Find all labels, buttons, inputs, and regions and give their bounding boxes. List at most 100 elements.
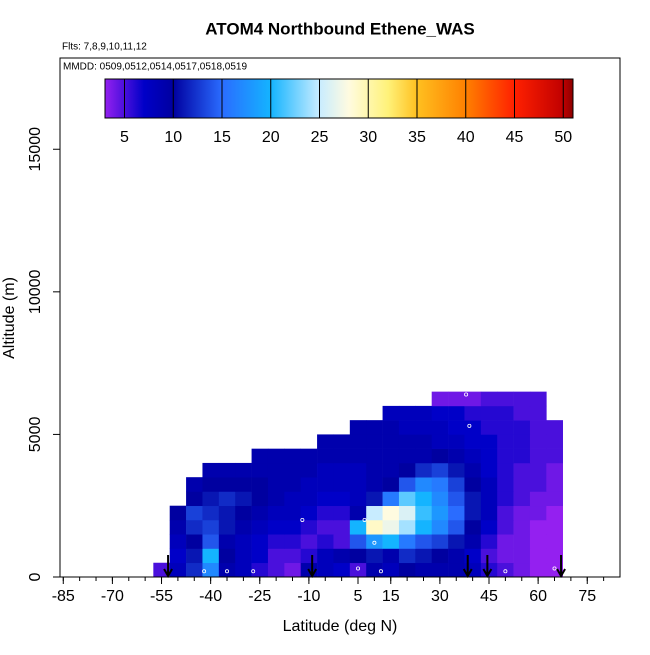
cell bbox=[366, 477, 383, 492]
arrow-marker bbox=[482, 555, 493, 579]
cell bbox=[398, 434, 416, 449]
cell bbox=[349, 462, 367, 478]
cell bbox=[300, 462, 318, 478]
cell bbox=[398, 420, 416, 435]
cell bbox=[349, 548, 367, 564]
cell bbox=[415, 462, 432, 478]
cell bbox=[284, 462, 302, 478]
cell bbox=[431, 448, 449, 464]
cell bbox=[267, 462, 285, 478]
cell bbox=[202, 491, 220, 507]
cell bbox=[464, 391, 482, 407]
cell bbox=[333, 519, 351, 535]
cell bbox=[267, 534, 285, 549]
colorbar-tick-label: 25 bbox=[311, 129, 329, 146]
cell bbox=[497, 405, 514, 421]
sample-point bbox=[362, 517, 367, 522]
cell bbox=[398, 519, 416, 535]
cell bbox=[235, 519, 252, 535]
cell bbox=[448, 548, 465, 564]
cell bbox=[366, 420, 383, 435]
cell bbox=[349, 448, 367, 464]
cell bbox=[317, 477, 334, 492]
colorbar-tick-label: 45 bbox=[506, 129, 524, 146]
x-tick-label: -25 bbox=[248, 588, 271, 605]
cell bbox=[431, 534, 449, 549]
cell bbox=[546, 519, 563, 535]
cell bbox=[382, 448, 400, 464]
cell bbox=[546, 420, 563, 435]
cell bbox=[382, 434, 400, 449]
annotation: MMDD: 0509,0512,0514,0517,0518,0519 bbox=[63, 62, 247, 73]
x-tick-label: 15 bbox=[382, 588, 400, 605]
cell bbox=[382, 420, 400, 435]
cell bbox=[448, 391, 465, 407]
cell bbox=[448, 534, 465, 549]
cell bbox=[529, 391, 547, 407]
x-tick-label: -70 bbox=[101, 588, 124, 605]
cell bbox=[284, 505, 302, 521]
cell bbox=[349, 420, 367, 435]
cell bbox=[497, 477, 514, 492]
cell bbox=[267, 562, 285, 578]
cell bbox=[267, 448, 285, 464]
cell bbox=[317, 534, 334, 549]
cell bbox=[448, 420, 465, 435]
cell bbox=[431, 405, 449, 421]
cell bbox=[202, 548, 220, 564]
cell bbox=[480, 405, 498, 421]
subtitle: Flts: 7,8,9,10,11,12 bbox=[62, 42, 147, 53]
cell bbox=[480, 391, 498, 407]
cell bbox=[300, 448, 318, 464]
cell bbox=[333, 505, 351, 521]
cell bbox=[169, 534, 187, 549]
cell bbox=[317, 548, 334, 564]
cell bbox=[366, 505, 383, 521]
cell bbox=[169, 562, 187, 578]
cell bbox=[513, 477, 531, 492]
cell bbox=[513, 391, 531, 407]
cell bbox=[480, 462, 498, 478]
colorbar-tick-label: 50 bbox=[554, 129, 572, 146]
cell bbox=[300, 548, 318, 564]
cell bbox=[480, 519, 498, 535]
cell bbox=[235, 462, 252, 478]
cell bbox=[497, 420, 514, 435]
cell bbox=[497, 519, 514, 535]
x-axis-label: Latitude (deg N) bbox=[283, 618, 398, 635]
cell bbox=[333, 477, 351, 492]
cell bbox=[349, 491, 367, 507]
y-tick-label: 0 bbox=[27, 572, 44, 581]
cell bbox=[349, 534, 367, 549]
cell bbox=[398, 548, 416, 564]
colorbar-tick-label: 35 bbox=[408, 129, 426, 146]
cell bbox=[497, 434, 514, 449]
arrow-marker bbox=[307, 555, 318, 579]
cell bbox=[382, 477, 400, 492]
cell bbox=[529, 505, 547, 521]
colorbar-tick-label: 40 bbox=[457, 129, 475, 146]
cell bbox=[448, 562, 465, 578]
cell bbox=[480, 534, 498, 549]
cell bbox=[218, 477, 236, 492]
cell bbox=[415, 448, 432, 464]
cell bbox=[235, 505, 252, 521]
cell bbox=[284, 491, 302, 507]
cell bbox=[546, 434, 563, 449]
cell bbox=[529, 548, 547, 564]
cell bbox=[202, 534, 220, 549]
cell bbox=[480, 477, 498, 492]
sample-point bbox=[378, 569, 383, 574]
cell bbox=[382, 548, 400, 564]
cell bbox=[464, 505, 482, 521]
cell bbox=[415, 434, 432, 449]
cell bbox=[267, 519, 285, 535]
cell bbox=[202, 477, 220, 492]
cell bbox=[448, 519, 465, 535]
cell bbox=[251, 491, 269, 507]
cell bbox=[382, 562, 400, 578]
cell bbox=[415, 420, 432, 435]
cell bbox=[300, 534, 318, 549]
cell bbox=[398, 562, 416, 578]
cell bbox=[497, 448, 514, 464]
